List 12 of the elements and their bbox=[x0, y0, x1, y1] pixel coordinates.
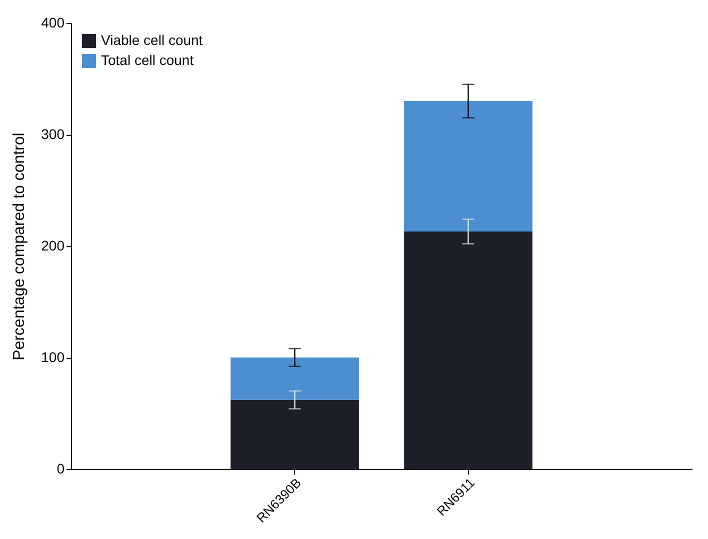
legend-label: Total cell count bbox=[101, 52, 194, 68]
bar bbox=[230, 400, 359, 469]
y-axis-title: Percentage compared to control bbox=[11, 132, 28, 360]
y-tick-label: 400 bbox=[41, 14, 65, 30]
bar bbox=[404, 101, 532, 232]
bar bbox=[404, 232, 532, 469]
y-tick-label: 300 bbox=[41, 126, 65, 142]
y-tick-label: 200 bbox=[41, 238, 65, 254]
legend-label: Viable cell count bbox=[101, 32, 203, 48]
y-tick-label: 100 bbox=[41, 349, 65, 365]
bar bbox=[230, 358, 359, 400]
y-tick-label: 0 bbox=[56, 460, 65, 476]
